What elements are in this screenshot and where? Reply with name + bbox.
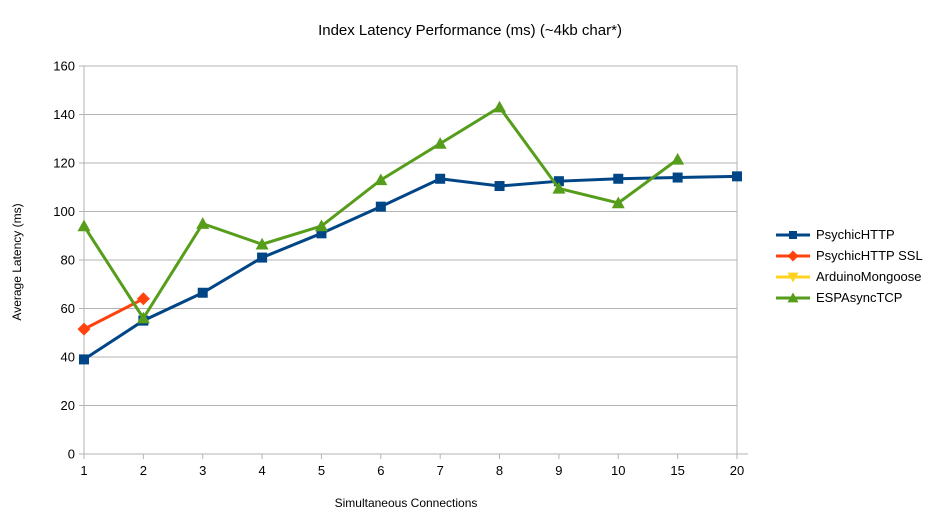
data-point-marker: [732, 171, 742, 182]
data-point-marker: [374, 173, 388, 186]
legend-series-swatch: [776, 230, 810, 239]
data-point-marker: [79, 354, 89, 365]
legend-label: PsychicHTTP SSL: [816, 248, 923, 263]
data-point-marker: [494, 181, 505, 192]
data-point-marker: [316, 228, 327, 239]
series-psychichttp: [79, 171, 742, 365]
x-axis-title: Simultaneous Connections: [334, 496, 478, 510]
x-tick-label: 6: [377, 463, 384, 478]
x-tick-label: 15: [670, 463, 684, 478]
y-tick-label: 120: [53, 156, 75, 171]
data-point-marker: [787, 272, 799, 282]
x-tick-label: 9: [555, 463, 562, 478]
x-tick-label: 1: [80, 463, 87, 478]
data-point-marker: [257, 252, 268, 263]
x-tick-label: 3: [199, 463, 206, 478]
data-point-marker: [672, 172, 683, 183]
x-tick-label: 10: [611, 463, 625, 478]
x-tick-label: 2: [140, 463, 147, 478]
data-point-marker: [375, 201, 386, 212]
legend-label: PsychicHTTP: [816, 227, 895, 242]
series-line: [82, 105, 679, 321]
y-axis-title: Average Latency (ms): [10, 203, 24, 321]
data-point-marker: [611, 196, 625, 209]
series-espasynctcp: [77, 100, 685, 324]
legend-item-psychichttp-ssl: PsychicHTTP SSL: [776, 247, 923, 264]
y-tick-label: 80: [61, 253, 75, 268]
legend-item-psychichttp: PsychicHTTP: [776, 226, 923, 243]
data-point-marker: [196, 217, 210, 229]
x-tick-label: 5: [318, 463, 325, 478]
legend-item-espasynctcp: ESPAsyncTCP: [776, 289, 923, 306]
data-point-marker: [433, 137, 447, 149]
legend-series-swatch: [776, 250, 810, 261]
data-point-marker: [553, 176, 564, 187]
data-point-marker: [493, 100, 507, 113]
data-point-marker: [255, 237, 269, 250]
data-point-marker: [435, 173, 446, 184]
data-point-marker: [314, 219, 328, 232]
y-tick-label: 20: [61, 398, 75, 413]
legend-label: ESPAsyncTCP: [816, 290, 903, 305]
data-point-marker: [77, 322, 91, 336]
x-tick-label: 7: [437, 463, 444, 478]
y-tick-label: 40: [61, 350, 75, 365]
x-tick-label: 4: [258, 463, 265, 478]
data-point-marker: [77, 219, 91, 232]
legend-label: ArduinoMongoose: [816, 269, 922, 284]
data-point-marker: [787, 292, 799, 302]
data-point-marker: [552, 181, 566, 194]
data-point-marker: [136, 311, 150, 324]
legend-series-swatch: [776, 272, 810, 282]
data-point-marker: [613, 173, 624, 184]
data-point-marker: [671, 152, 685, 165]
series-line: [83, 174, 738, 361]
y-tick-label: 0: [68, 447, 75, 462]
legend-item-arduinomongoose: ArduinoMongoose: [776, 268, 923, 285]
y-tick-label: 140: [53, 107, 75, 122]
x-tick-label: 8: [496, 463, 503, 478]
y-tick-label: 160: [53, 59, 75, 74]
y-tick-label: 60: [61, 301, 75, 316]
data-point-marker: [787, 250, 799, 261]
legend: PsychicHTTP PsychicHTTP SSL ArduinoMongoos…: [776, 226, 923, 306]
data-point-marker: [789, 230, 797, 239]
y-tick-label: 100: [53, 204, 75, 219]
data-point-marker: [197, 287, 208, 298]
chart-title: Index Latency Performance (ms) (~4kb cha…: [318, 22, 622, 39]
legend-series-swatch: [776, 292, 810, 302]
x-tick-label: 20: [730, 463, 744, 478]
data-point-marker: [136, 292, 150, 306]
